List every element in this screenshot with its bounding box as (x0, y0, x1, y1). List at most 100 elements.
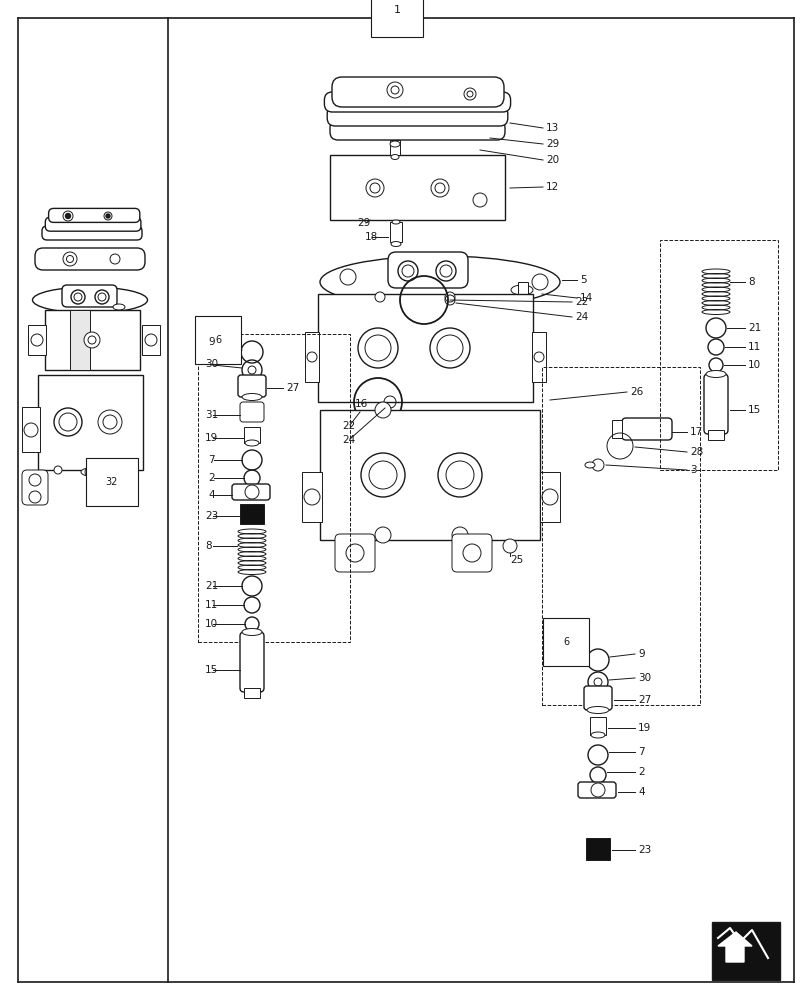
Text: 19: 19 (637, 723, 650, 733)
Ellipse shape (705, 370, 725, 377)
Bar (142, 325, 160, 355)
Text: 21: 21 (204, 581, 218, 591)
Text: 11: 11 (204, 600, 218, 610)
Text: 30: 30 (637, 673, 650, 683)
Circle shape (63, 211, 73, 221)
Text: 26: 26 (629, 387, 642, 397)
FancyBboxPatch shape (577, 782, 616, 798)
Circle shape (463, 88, 475, 100)
Text: 4: 4 (208, 490, 214, 500)
Circle shape (31, 334, 43, 346)
Bar (389, 222, 401, 242)
Circle shape (98, 410, 122, 434)
Circle shape (387, 82, 402, 98)
Circle shape (303, 489, 320, 505)
Bar (590, 717, 605, 735)
Text: 17: 17 (689, 427, 702, 437)
Bar (28, 325, 46, 355)
FancyBboxPatch shape (388, 252, 467, 288)
Text: 10: 10 (204, 619, 218, 629)
FancyBboxPatch shape (335, 534, 375, 572)
Circle shape (391, 86, 398, 94)
Bar (707, 430, 723, 440)
Ellipse shape (32, 287, 148, 313)
Text: 7: 7 (637, 747, 644, 757)
Circle shape (67, 255, 74, 262)
Ellipse shape (245, 440, 259, 446)
Circle shape (84, 332, 100, 348)
Text: 2: 2 (637, 767, 644, 777)
Text: 21: 21 (747, 323, 761, 333)
Circle shape (368, 461, 397, 489)
Circle shape (375, 402, 391, 418)
Ellipse shape (113, 304, 125, 310)
FancyBboxPatch shape (327, 106, 507, 126)
FancyBboxPatch shape (329, 120, 504, 140)
Text: 18: 18 (365, 232, 378, 242)
Circle shape (111, 468, 119, 476)
Circle shape (104, 212, 112, 220)
Text: 30: 30 (204, 359, 218, 369)
Bar (318, 294, 532, 402)
Circle shape (109, 254, 120, 264)
FancyBboxPatch shape (240, 632, 264, 692)
Circle shape (473, 193, 487, 207)
Bar (389, 140, 400, 155)
Circle shape (590, 783, 604, 797)
Text: 6: 6 (215, 335, 221, 345)
Circle shape (531, 274, 547, 290)
Bar (22, 407, 40, 452)
Circle shape (59, 413, 77, 431)
Text: 3: 3 (689, 465, 696, 475)
Text: 1: 1 (393, 5, 400, 15)
Circle shape (98, 293, 106, 301)
Circle shape (437, 453, 482, 497)
FancyBboxPatch shape (62, 285, 117, 307)
Circle shape (145, 334, 157, 346)
Ellipse shape (242, 393, 262, 400)
Circle shape (444, 292, 454, 302)
Circle shape (370, 183, 380, 193)
Ellipse shape (584, 462, 594, 468)
FancyBboxPatch shape (332, 77, 504, 107)
Text: 9: 9 (637, 649, 644, 659)
FancyBboxPatch shape (703, 374, 727, 434)
Circle shape (245, 485, 259, 499)
Bar (659, 240, 777, 470)
Bar (38, 375, 143, 470)
Circle shape (29, 474, 41, 486)
Text: 11: 11 (747, 342, 761, 352)
Text: 25: 25 (509, 555, 522, 565)
Text: 28: 28 (689, 447, 702, 457)
Text: 6: 6 (562, 637, 569, 647)
Circle shape (358, 328, 397, 368)
Bar (243, 688, 260, 698)
Circle shape (103, 415, 117, 429)
Text: 32: 32 (105, 477, 118, 487)
FancyBboxPatch shape (452, 534, 491, 572)
Circle shape (440, 265, 452, 277)
Text: 29: 29 (357, 218, 370, 228)
Text: 8: 8 (747, 277, 753, 287)
Bar (711, 922, 779, 980)
Bar (320, 410, 539, 540)
Circle shape (54, 466, 62, 474)
FancyBboxPatch shape (238, 375, 266, 397)
Circle shape (445, 461, 474, 489)
Circle shape (340, 269, 355, 285)
FancyBboxPatch shape (45, 217, 141, 231)
Circle shape (88, 336, 96, 344)
Circle shape (594, 678, 601, 686)
Circle shape (366, 179, 384, 197)
Circle shape (436, 335, 462, 361)
Ellipse shape (389, 141, 400, 147)
Bar (539, 472, 560, 522)
Text: 14: 14 (579, 293, 593, 303)
Circle shape (401, 265, 414, 277)
Circle shape (95, 290, 109, 304)
Text: 13: 13 (545, 123, 559, 133)
Circle shape (436, 261, 456, 281)
Circle shape (74, 293, 82, 301)
Ellipse shape (586, 706, 608, 713)
Bar (541, 367, 699, 705)
